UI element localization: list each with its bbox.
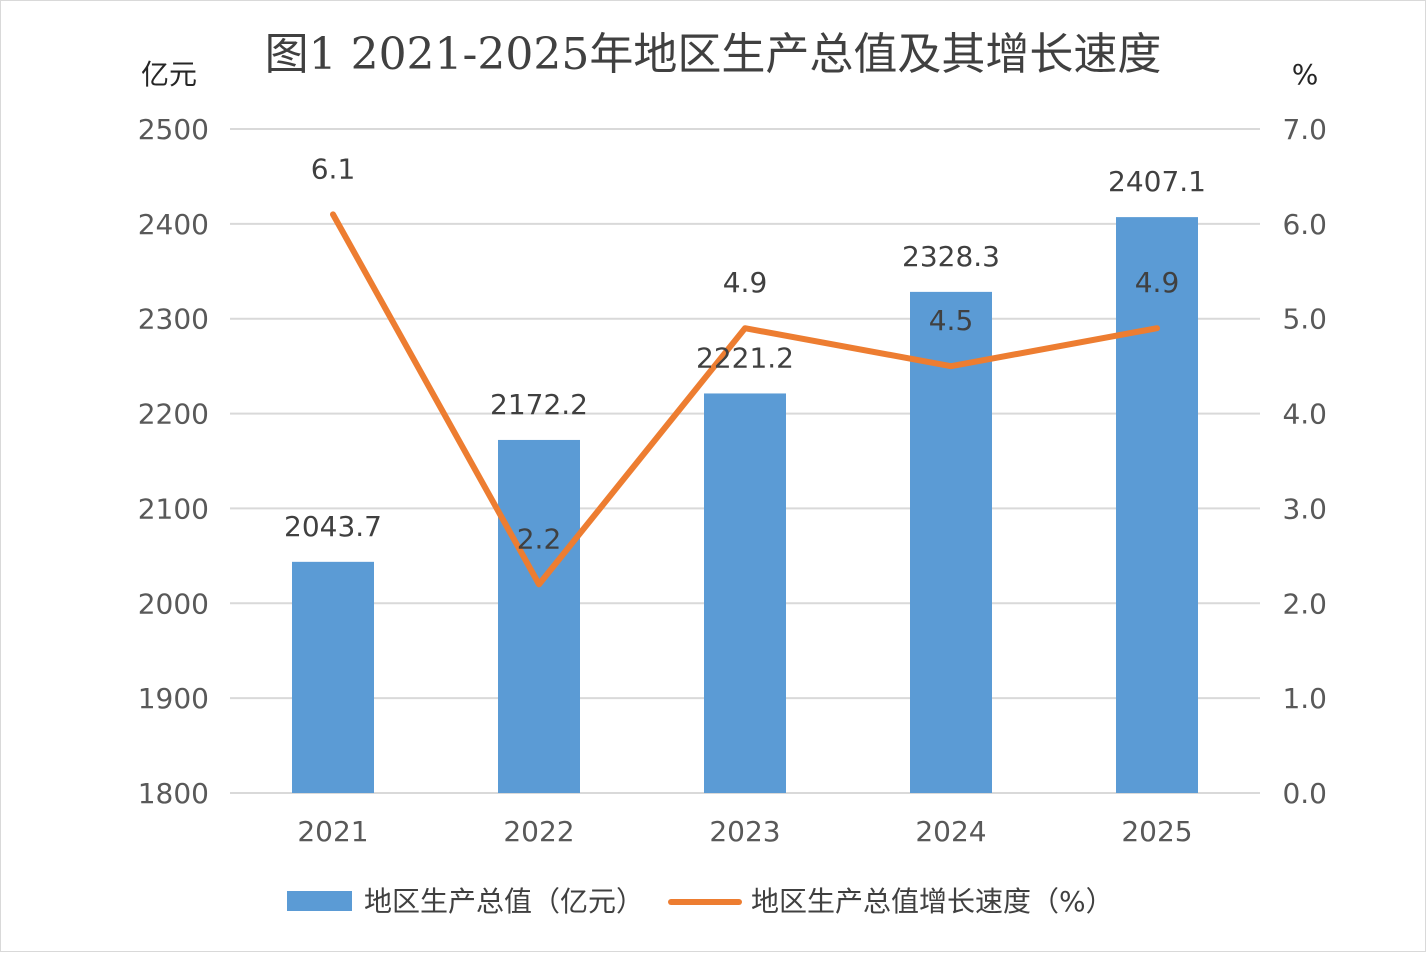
y-left-tick-label: 2500 xyxy=(138,113,209,146)
y-left-tick-label: 2400 xyxy=(138,208,209,241)
legend-bar-label: 地区生产总值（亿元） xyxy=(364,885,644,918)
y-left-tick-label: 2000 xyxy=(138,587,209,620)
growth-line xyxy=(330,211,1160,588)
bar xyxy=(292,561,374,793)
y-left-tick-label: 2200 xyxy=(138,398,209,431)
bar-data-label: 2172.2 xyxy=(490,388,588,421)
legend-bar-swatch xyxy=(287,891,352,911)
y-left-tick-label: 2300 xyxy=(138,303,209,336)
x-tick-label: 2023 xyxy=(709,815,780,848)
bar-data-label: 2043.7 xyxy=(284,510,382,543)
bar-data-label: 2328.3 xyxy=(902,240,1000,273)
line-series xyxy=(330,211,1160,588)
y-left-tick-label: 1900 xyxy=(138,682,209,715)
legend: 地区生产总值（亿元） 地区生产总值增长速度（%） xyxy=(287,885,1114,918)
y-left-tick-label: 2100 xyxy=(138,492,209,525)
x-tick-label: 2021 xyxy=(297,815,368,848)
line-data-label: 6.1 xyxy=(311,152,356,185)
x-tick-label: 2025 xyxy=(1121,815,1192,848)
y-right-tick-label: 6.0 xyxy=(1282,208,1327,241)
right-axis-unit: % xyxy=(1292,58,1319,91)
bar xyxy=(910,291,992,793)
bar-data-label: 2407.1 xyxy=(1108,165,1206,198)
line-data-label: 4.9 xyxy=(1135,266,1180,299)
x-tick-label: 2024 xyxy=(915,815,986,848)
y-right-tick-label: 3.0 xyxy=(1282,492,1327,525)
axis-tick-labels: 2500 7.0 2400 6.0 2300 5.0 2200 4.0 2100 3.0 2000 2… xyxy=(138,113,1327,848)
bar xyxy=(704,393,786,793)
y-right-tick-label: 2.0 xyxy=(1282,587,1327,620)
chart-title: 图1 2021-2025年地区生产总值及其增长速度 xyxy=(265,29,1162,80)
y-right-tick-label: 5.0 xyxy=(1282,303,1327,336)
bar-data-label: 2221.2 xyxy=(696,341,794,374)
left-axis-unit: 亿元 xyxy=(141,58,197,91)
y-right-tick-label: 1.0 xyxy=(1282,682,1327,715)
line-data-label: 2.2 xyxy=(517,522,562,555)
bar xyxy=(498,439,580,793)
bar xyxy=(1116,217,1198,793)
y-right-tick-label: 4.0 xyxy=(1282,398,1327,431)
line-data-label: 4.5 xyxy=(929,304,974,337)
x-tick-label: 2022 xyxy=(503,815,574,848)
line-data-label: 4.9 xyxy=(723,266,768,299)
data-labels: 2043.7 2172.2 2221.2 2328.3 2407.1 6.1 2.2 4.9 4… xyxy=(284,152,1206,555)
legend-line-label: 地区生产总值增长速度（%） xyxy=(751,885,1114,918)
y-right-tick-label: 0.0 xyxy=(1282,777,1327,810)
y-left-tick-label: 1800 xyxy=(138,777,209,810)
y-right-tick-label: 7.0 xyxy=(1282,113,1327,146)
bar-series xyxy=(292,217,1198,793)
